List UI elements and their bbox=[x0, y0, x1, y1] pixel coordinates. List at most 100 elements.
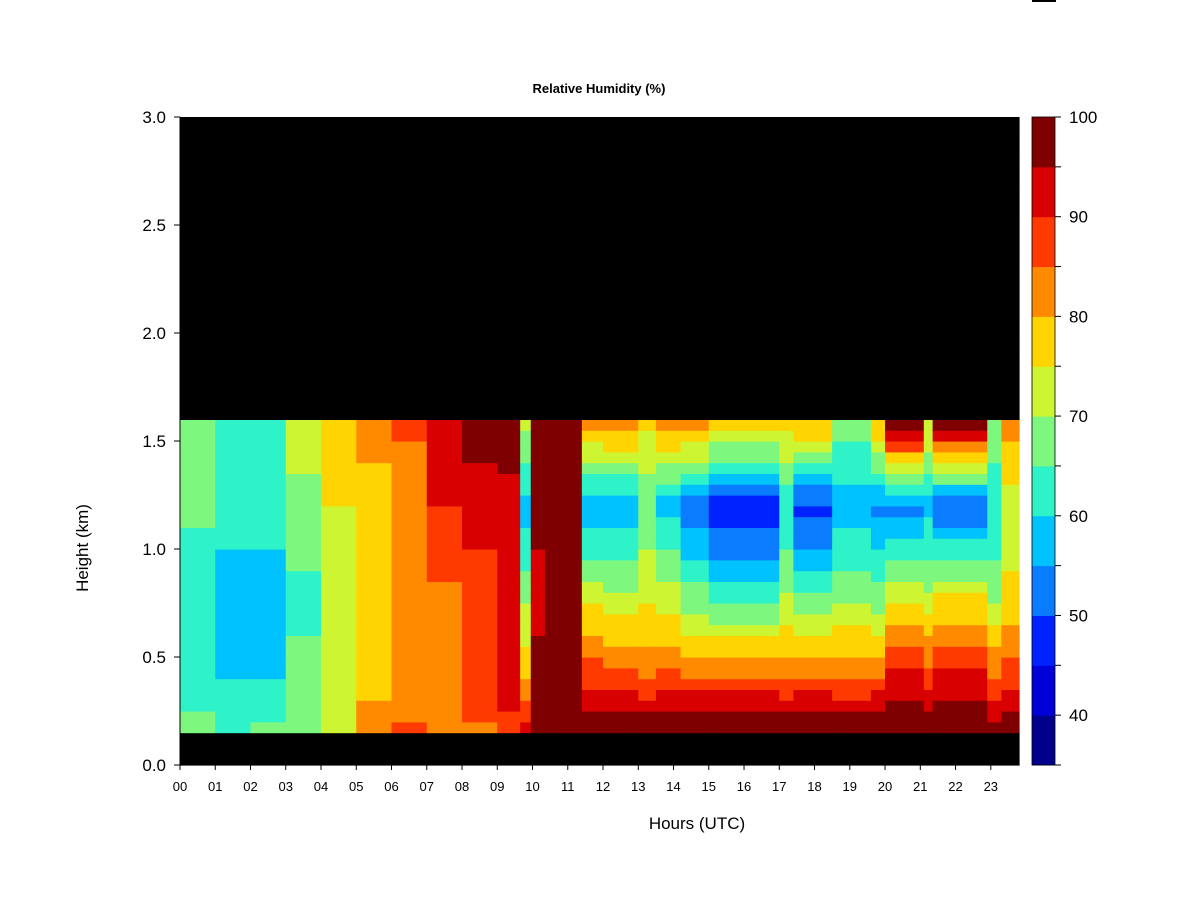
heatmap-cell bbox=[655, 538, 682, 550]
heatmap-cell bbox=[180, 171, 216, 183]
heatmap-cell bbox=[885, 171, 925, 183]
heatmap-cell bbox=[932, 495, 988, 507]
heatmap-cell bbox=[638, 311, 657, 323]
heatmap-cell bbox=[1001, 235, 1020, 248]
heatmap-cell bbox=[793, 657, 833, 669]
heatmap-cell bbox=[321, 225, 357, 237]
heatmap-cell bbox=[603, 441, 639, 453]
heatmap-cell bbox=[544, 667, 583, 680]
heatmap-cell bbox=[638, 516, 657, 528]
heatmap-cell bbox=[923, 721, 934, 734]
heatmap-cell bbox=[285, 343, 322, 356]
heatmap-cell bbox=[793, 495, 833, 507]
heatmap-cell bbox=[285, 160, 322, 172]
heatmap-cell bbox=[603, 300, 639, 312]
heatmap-cell bbox=[426, 613, 463, 626]
heatmap-cell bbox=[250, 376, 287, 388]
heatmap-cell bbox=[932, 192, 988, 204]
heatmap-cell bbox=[530, 138, 546, 150]
heatmap-cell bbox=[793, 570, 833, 582]
heatmap-cell bbox=[497, 559, 521, 572]
heatmap-cell bbox=[426, 549, 463, 561]
heatmap-cell bbox=[832, 603, 872, 615]
heatmap-cell bbox=[321, 300, 357, 312]
heatmap-cell bbox=[708, 667, 780, 680]
heatmap-cell bbox=[923, 181, 934, 194]
heatmap-cell bbox=[793, 203, 833, 215]
heatmap-cell bbox=[603, 754, 639, 766]
heatmap-cell bbox=[793, 397, 833, 410]
heatmap-cell bbox=[1001, 333, 1020, 345]
heatmap-cell bbox=[779, 235, 794, 248]
heatmap-cell bbox=[638, 235, 657, 248]
heatmap-cell bbox=[356, 149, 393, 161]
heatmap-cell bbox=[426, 160, 463, 172]
heatmap-cell bbox=[603, 322, 639, 334]
heatmap-cell bbox=[544, 603, 583, 615]
heatmap-cell bbox=[530, 549, 546, 561]
heatmap-cell bbox=[180, 570, 216, 582]
heatmap-cell bbox=[655, 495, 682, 507]
heatmap-cell bbox=[832, 257, 872, 269]
heatmap-cell bbox=[832, 225, 872, 237]
x-tick-label: 03 bbox=[279, 779, 293, 794]
heatmap-cell bbox=[462, 225, 498, 237]
heatmap-cell bbox=[932, 700, 988, 712]
heatmap-cell bbox=[180, 516, 216, 528]
heatmap-cell bbox=[708, 559, 780, 572]
heatmap-cell bbox=[520, 214, 532, 226]
heatmap-cell bbox=[426, 235, 463, 248]
heatmap-cell bbox=[603, 203, 639, 215]
heatmap-cell bbox=[638, 397, 657, 410]
heatmap-cell bbox=[680, 657, 710, 669]
heatmap-cell bbox=[497, 171, 521, 183]
heatmap-cell bbox=[356, 462, 393, 474]
heatmap-cell bbox=[779, 732, 794, 744]
heatmap-cell bbox=[356, 192, 393, 204]
heatmap-cell bbox=[680, 516, 710, 528]
heatmap-cell bbox=[520, 559, 532, 572]
heatmap-cell bbox=[250, 570, 287, 582]
heatmap-cell bbox=[530, 235, 546, 248]
heatmap-cell bbox=[987, 181, 1002, 194]
heatmap-cell bbox=[180, 300, 216, 312]
heatmap-cell bbox=[391, 516, 428, 528]
heatmap-cell bbox=[708, 484, 780, 496]
heatmap-cell bbox=[987, 419, 1002, 431]
heatmap-cell bbox=[832, 376, 872, 388]
heatmap-cell bbox=[987, 138, 1002, 150]
heatmap-cell bbox=[655, 171, 682, 183]
x-tick-label: 09 bbox=[490, 779, 504, 794]
heatmap-cell bbox=[391, 214, 428, 226]
heatmap-cell bbox=[923, 289, 934, 302]
heatmap-cell bbox=[932, 646, 988, 658]
heatmap-cell bbox=[391, 322, 428, 334]
heatmap-cell bbox=[870, 127, 886, 140]
heatmap-cell bbox=[870, 646, 886, 658]
heatmap-cell bbox=[356, 711, 393, 723]
heatmap-cell bbox=[250, 603, 287, 615]
heatmap-cell bbox=[285, 462, 322, 474]
heatmap-cell bbox=[779, 246, 794, 258]
x-tick-label: 01 bbox=[208, 779, 222, 794]
heatmap-cell bbox=[885, 678, 925, 690]
heatmap-cell bbox=[793, 689, 833, 701]
heatmap-cell bbox=[1001, 754, 1020, 766]
heatmap-cell bbox=[708, 408, 780, 420]
heatmap-cell bbox=[832, 192, 872, 204]
heatmap-cell bbox=[779, 451, 794, 464]
heatmap-cell bbox=[180, 592, 216, 604]
heatmap-cell bbox=[923, 441, 934, 453]
heatmap-cell bbox=[356, 235, 393, 248]
heatmap-cell bbox=[581, 192, 604, 204]
heatmap-cell bbox=[832, 754, 872, 766]
heatmap-cell bbox=[520, 538, 532, 550]
heatmap-cell bbox=[923, 279, 934, 291]
heatmap-cell bbox=[885, 235, 925, 248]
heatmap-cell bbox=[932, 419, 988, 431]
heatmap-cell bbox=[987, 279, 1002, 291]
heatmap-cell bbox=[462, 430, 498, 442]
heatmap-cell bbox=[638, 581, 657, 593]
heatmap-cell bbox=[215, 689, 252, 701]
heatmap-cell bbox=[462, 192, 498, 204]
